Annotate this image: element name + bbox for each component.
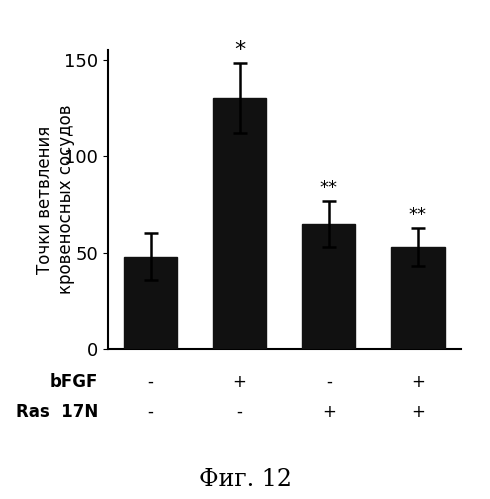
Text: Ras  17N: Ras 17N	[16, 403, 98, 421]
Text: **: **	[409, 206, 427, 224]
Text: +: +	[322, 403, 336, 421]
Bar	[213, 98, 267, 349]
Text: Фиг. 12: Фиг. 12	[198, 468, 292, 491]
Bar	[124, 256, 177, 349]
Text: bFGF: bFGF	[49, 373, 98, 391]
Text: -: -	[326, 373, 332, 391]
Text: -: -	[147, 403, 153, 421]
Text: -: -	[237, 403, 243, 421]
Text: +: +	[411, 403, 425, 421]
Bar	[302, 224, 355, 349]
Y-axis label: Точки ветвления
кровеносных сосудов: Точки ветвления кровеносных сосудов	[36, 105, 75, 294]
Bar	[391, 247, 444, 349]
Text: -: -	[147, 373, 153, 391]
Text: +: +	[233, 373, 246, 391]
Text: **: **	[320, 179, 338, 197]
Text: +: +	[411, 373, 425, 391]
Text: *: *	[234, 39, 245, 59]
